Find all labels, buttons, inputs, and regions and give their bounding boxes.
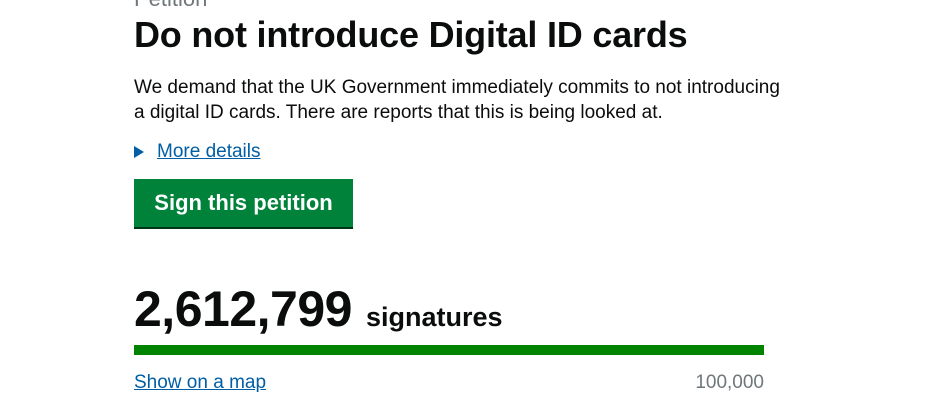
more-details-link[interactable]: More details	[157, 141, 261, 162]
progress-fill	[134, 345, 764, 355]
signature-target: 100,000	[695, 372, 764, 393]
signature-label: signatures	[365, 302, 503, 332]
page-caption: Petition	[134, 0, 207, 12]
signature-count: 2,612,799 signatures	[134, 280, 502, 338]
page-title: Do not introduce Digital ID cards	[134, 14, 688, 55]
signature-number: 2,612,799	[134, 281, 352, 337]
triangle-right-icon	[134, 146, 144, 158]
petition-description: We demand that the UK Government immedia…	[134, 77, 780, 123]
more-details-toggle[interactable]: More details	[134, 141, 261, 163]
sign-petition-button[interactable]: Sign this petition	[134, 179, 353, 227]
show-on-map-link[interactable]: Show on a map	[134, 372, 267, 393]
signature-progress-bar	[134, 345, 764, 355]
